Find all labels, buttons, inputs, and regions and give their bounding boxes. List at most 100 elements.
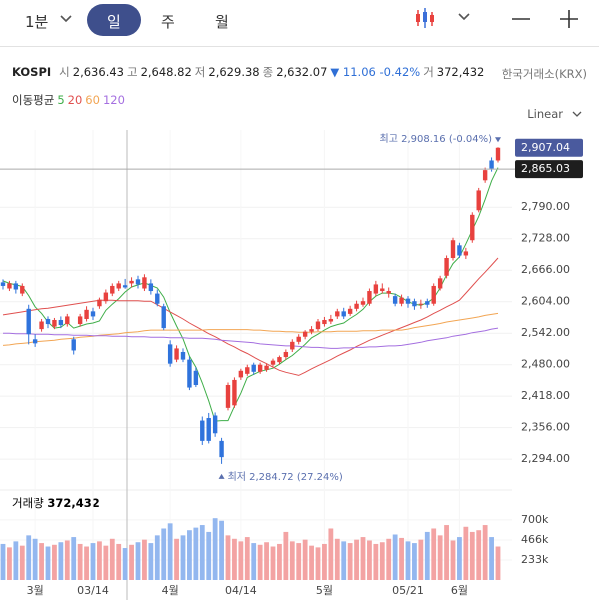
chart-type-icon[interactable] (414, 6, 440, 32)
candle-body (0, 282, 6, 286)
y-tick-label: 2,294.00 (521, 452, 570, 465)
candle-body (360, 301, 366, 305)
candle-body (206, 418, 211, 441)
price-badge-label: 2,865.03 (521, 162, 570, 175)
y-tick-label: 2,418.00 (521, 389, 570, 402)
candle-body (148, 283, 154, 292)
volume-bar (334, 538, 340, 580)
volume-bar (0, 543, 6, 580)
candle-body (444, 258, 449, 276)
volume-bar (58, 542, 64, 580)
volume-bar (367, 540, 372, 580)
volume-bar (161, 528, 167, 580)
scale-select[interactable]: Linear (527, 107, 563, 121)
candle-body (296, 336, 301, 342)
candle-body (482, 170, 488, 181)
zoom-out[interactable] (510, 8, 532, 30)
interval-select[interactable]: 1분 (25, 13, 49, 31)
volume-bar (431, 528, 437, 580)
candle-body (180, 351, 186, 360)
candle-body (187, 359, 192, 388)
high-annotation: 최고 2,908.16 (-0.04%) (380, 133, 493, 145)
volume-label: 거래량 (12, 496, 44, 510)
volume-bar (142, 539, 147, 580)
volume-bar (32, 538, 38, 580)
volume-bar (232, 538, 237, 580)
candle-body (470, 214, 475, 241)
y-tick-label: 2,542.00 (521, 326, 570, 339)
volume-bar (450, 540, 456, 580)
volume-bar (360, 537, 366, 580)
tab[interactable]: 주 (161, 13, 175, 31)
volume-bar (289, 541, 295, 580)
volume-bar (257, 544, 263, 580)
volume-bar (373, 543, 379, 580)
volume-value: 372,432 (47, 496, 99, 510)
candle-body (386, 291, 391, 294)
field-label: 시 (59, 65, 70, 79)
candle-body (20, 285, 25, 294)
volume-bar (77, 543, 83, 580)
volume-bar (418, 539, 424, 580)
volume-bar (26, 535, 32, 580)
price-badge-label: 2,907.04 (521, 141, 570, 154)
y-tick-label: 2,728.00 (521, 232, 570, 245)
price-badge (515, 138, 583, 157)
candle-body (193, 370, 199, 386)
volume-bar (283, 531, 289, 580)
candle-body (103, 292, 109, 302)
candle-body (26, 308, 31, 335)
zoom-in[interactable] (558, 8, 580, 30)
ma-legend-item: 120 (102, 93, 125, 107)
volume-bar (277, 543, 282, 580)
candle-body (238, 370, 244, 378)
volume-bar (129, 544, 134, 580)
tab[interactable]: 월 (215, 13, 229, 31)
candle-body (437, 278, 443, 289)
volume-bar (309, 545, 314, 580)
toolbar: 1분 일 주 월 (0, 0, 599, 47)
field-label: 거 (423, 65, 434, 79)
x-tick-label: 03/14 (77, 584, 109, 597)
candle-body (142, 277, 147, 289)
chevron[interactable] (60, 14, 72, 24)
y-tick-label: 2,790.00 (521, 200, 570, 213)
tab[interactable]: 일 (107, 13, 121, 31)
volume-bar (469, 531, 475, 580)
chevron[interactable] (458, 12, 470, 22)
volume-bar (116, 543, 122, 580)
y-tick-label: 2,356.00 (521, 421, 570, 434)
volume-bar (97, 541, 102, 580)
candle-body (463, 251, 469, 256)
volume-bar (399, 537, 404, 580)
candle-body (399, 297, 404, 304)
exchange: 한국거래소(KRX) (501, 67, 587, 81)
candle-body (380, 288, 385, 292)
volume-bar (45, 546, 51, 580)
candle-body (39, 321, 44, 330)
selected-tab-bg[interactable] (87, 4, 141, 36)
volume-bar (437, 535, 443, 580)
volume-bar (174, 538, 179, 580)
volume-bar (463, 526, 469, 580)
volume-bar (84, 546, 89, 580)
candle-body (322, 319, 327, 325)
field-label: 고 (126, 65, 138, 79)
candle-body (174, 348, 179, 360)
chevron[interactable] (572, 110, 582, 118)
candle-body (476, 190, 481, 211)
volume-bar (322, 543, 327, 580)
x-tick-label: 5월 (316, 584, 333, 597)
volume-bar (71, 537, 77, 580)
candle-body (167, 344, 173, 364)
ma-line (2, 257, 499, 376)
candle-body (90, 311, 96, 317)
field-label: 저 (194, 65, 206, 79)
ma-line (3, 327, 499, 349)
candle-body (277, 357, 282, 363)
volume-bar (444, 525, 449, 580)
volume-bar (52, 544, 57, 580)
y-tick-label: 2,666.00 (521, 263, 570, 276)
candle-body (257, 364, 263, 372)
